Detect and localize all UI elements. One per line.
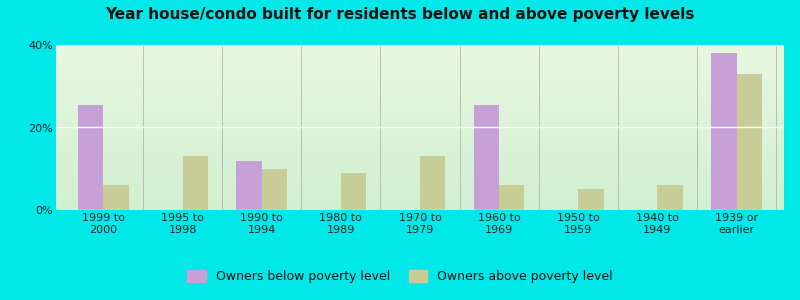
Bar xyxy=(341,173,366,210)
Text: Year house/condo built for residents below and above poverty levels: Year house/condo built for residents bel… xyxy=(106,8,694,22)
Bar xyxy=(578,189,603,210)
Bar xyxy=(182,156,208,210)
Bar xyxy=(78,105,103,210)
Bar xyxy=(499,185,525,210)
Bar xyxy=(103,185,129,210)
Bar xyxy=(420,156,446,210)
Bar xyxy=(737,74,762,210)
Legend: Owners below poverty level, Owners above poverty level: Owners below poverty level, Owners above… xyxy=(182,265,618,288)
Bar xyxy=(658,185,682,210)
Bar xyxy=(474,105,499,210)
Bar xyxy=(262,169,287,210)
Bar xyxy=(711,53,737,210)
Bar xyxy=(237,160,262,210)
